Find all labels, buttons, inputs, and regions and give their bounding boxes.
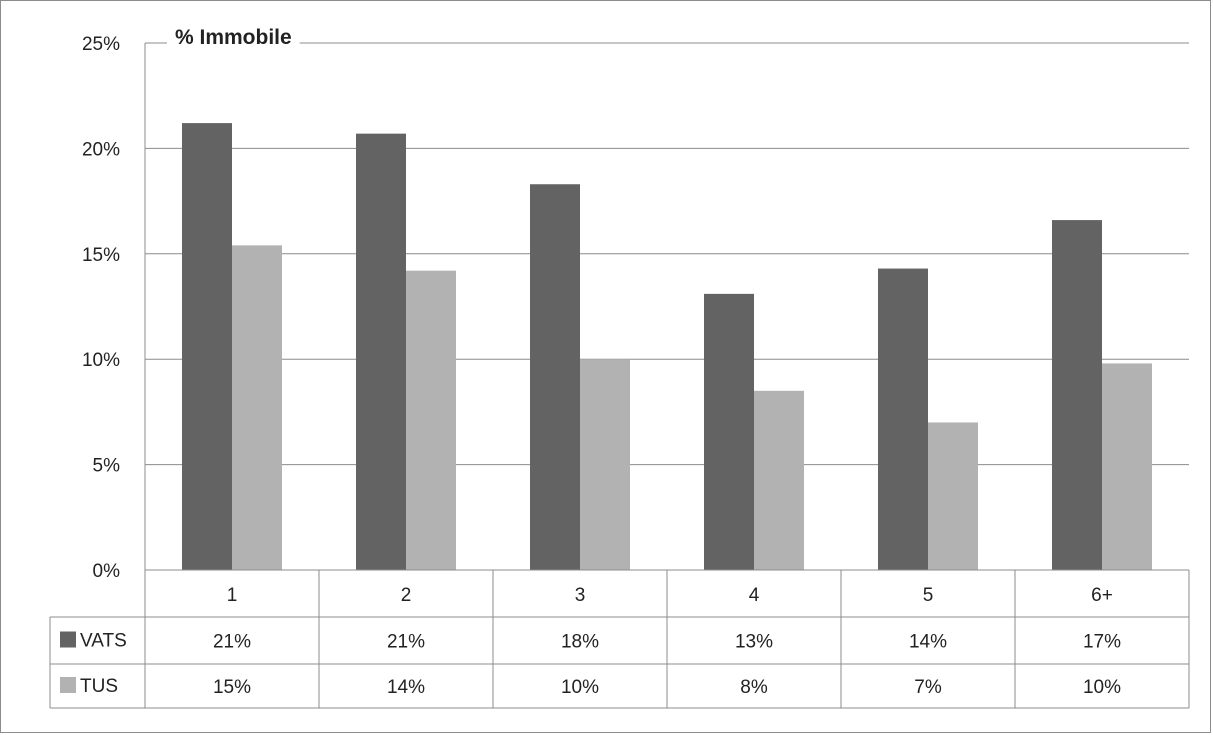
- data-label-vats: 21%: [387, 632, 425, 653]
- legend-label-vats: VATS: [80, 631, 127, 652]
- bar-vats: [182, 123, 232, 570]
- y-tick-label: 10%: [82, 350, 120, 371]
- x-tick-label: 5: [923, 585, 934, 606]
- legend-label-tus: TUS: [80, 676, 118, 697]
- bar-tus: [754, 390, 804, 570]
- y-tick-label: 5%: [93, 456, 121, 477]
- y-tick-label: 15%: [82, 245, 120, 266]
- legend-swatch-vats: [60, 631, 76, 648]
- data-label-tus: 7%: [914, 677, 942, 698]
- x-tick-label: 3: [575, 585, 586, 606]
- data-label-vats: 17%: [1083, 632, 1121, 653]
- data-label-tus: 14%: [387, 677, 425, 698]
- y-tick-label: 25%: [82, 34, 120, 55]
- y-axis-ticks: 0% 5% 10% 15% 20% 25%: [82, 34, 120, 582]
- x-tick-label: 4: [749, 585, 760, 606]
- chart-title-background: [167, 24, 300, 51]
- data-label-vats: 18%: [561, 632, 599, 653]
- bar-vats: [1052, 220, 1102, 570]
- data-table: 1 2 3 4 5 6+ VATS 21% 21% 18% 13% 14% 17% TUS 15% 14% 10…: [49, 570, 1190, 709]
- bar-tus: [580, 359, 630, 570]
- data-label-tus: 15%: [213, 677, 251, 698]
- bar-tus: [1102, 363, 1152, 570]
- x-tick-label: 6+: [1091, 585, 1113, 606]
- data-label-vats: 13%: [735, 632, 773, 653]
- x-tick-label: 1: [227, 585, 238, 606]
- data-label-tus: 10%: [1083, 677, 1121, 698]
- data-label-vats: 21%: [213, 632, 251, 653]
- data-label-tus: 10%: [561, 677, 599, 698]
- data-label-tus: 8%: [740, 677, 768, 698]
- bar-vats: [704, 293, 754, 570]
- bar-vats: [356, 133, 406, 571]
- legend-swatch-tus: [60, 677, 76, 693]
- y-tick-label: 0%: [93, 561, 121, 582]
- bar-tus: [232, 245, 282, 571]
- bar-vats: [530, 184, 580, 570]
- data-label-vats: 14%: [909, 632, 947, 653]
- bar-tus: [928, 422, 978, 570]
- gridlines: [145, 42, 1189, 466]
- bar-tus: [406, 270, 456, 570]
- axes: [144, 43, 1189, 571]
- x-tick-label: 2: [401, 585, 412, 606]
- bars: [182, 123, 1152, 571]
- chart-title: % Immobile: [175, 26, 292, 49]
- bar-vats: [878, 268, 928, 570]
- y-tick-label: 20%: [82, 139, 120, 160]
